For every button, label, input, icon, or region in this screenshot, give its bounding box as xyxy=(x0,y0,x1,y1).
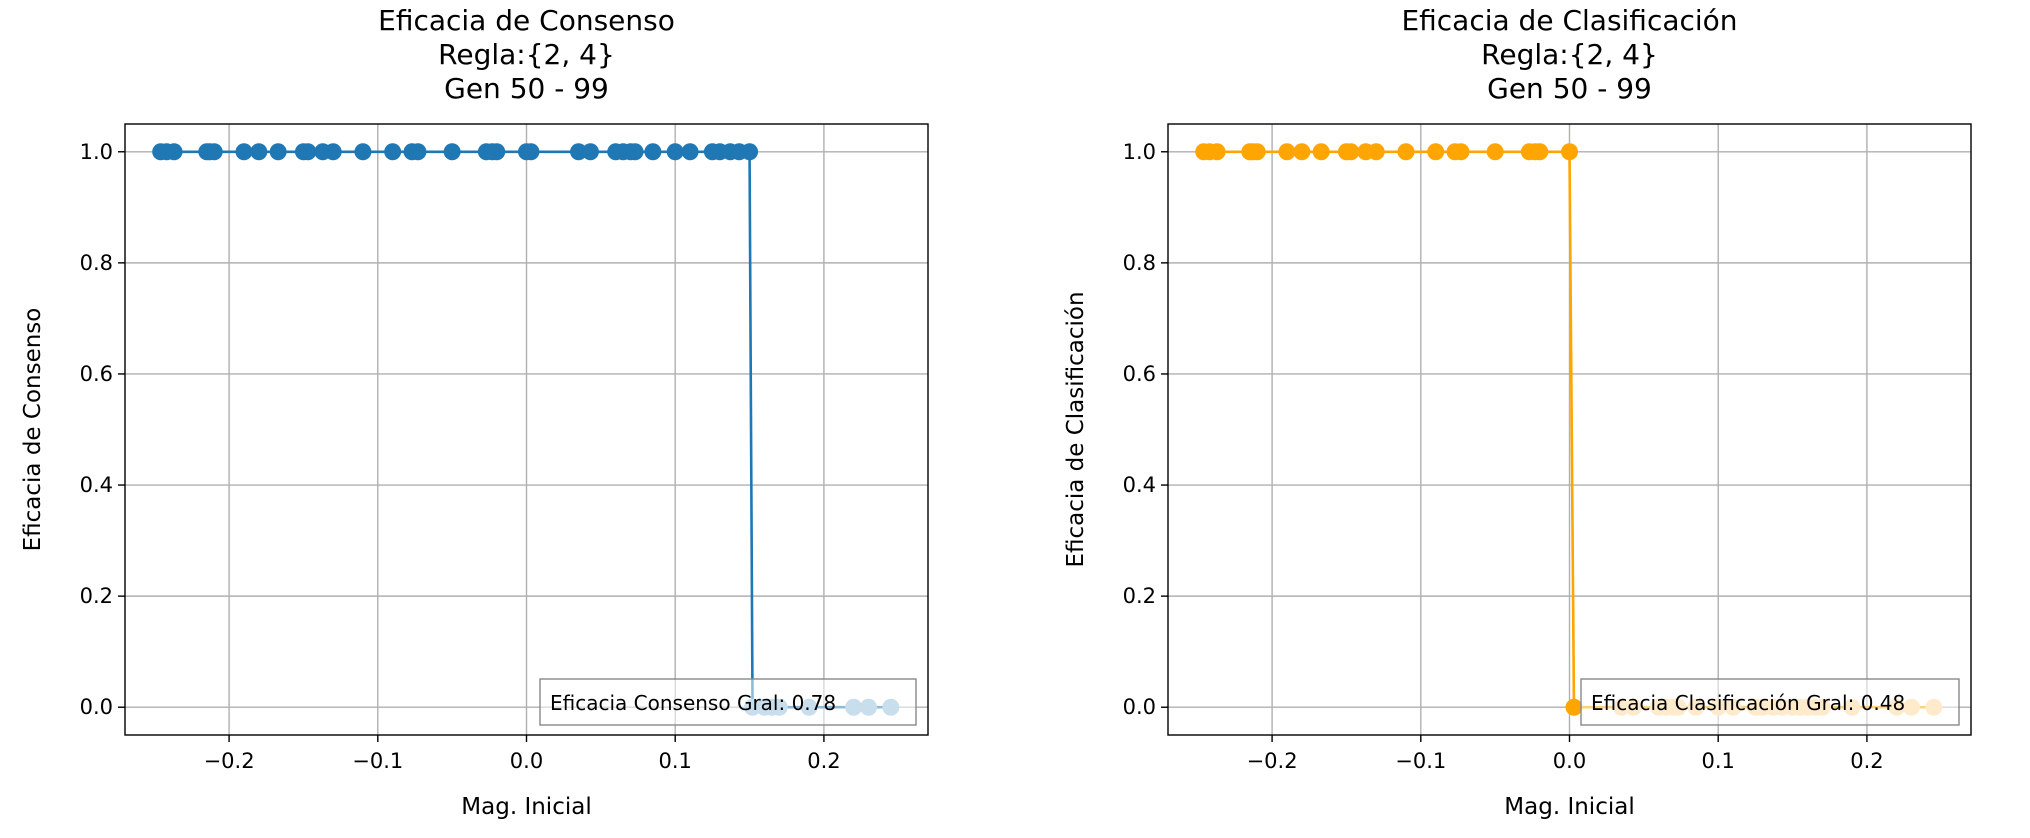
data-point xyxy=(570,143,588,161)
data-point xyxy=(1452,143,1470,161)
y-tick-label: 1.0 xyxy=(80,140,113,164)
annotation-box xyxy=(539,678,917,726)
data-point xyxy=(443,143,461,161)
data-point xyxy=(581,143,599,161)
data-point xyxy=(1293,143,1311,161)
x-tick-label: 0.2 xyxy=(1850,749,1883,773)
data-point xyxy=(409,143,427,161)
data-point xyxy=(165,143,183,161)
x-axis-label: Mag. Inicial xyxy=(461,794,591,820)
data-point xyxy=(1561,143,1578,161)
x-tick-label: 0.0 xyxy=(1553,749,1586,773)
y-tick-label: 1.0 xyxy=(1123,140,1156,164)
chart-clasificacion: −0.2 −0.1 0.0 0.1 0.2 0.0 0.2 0.4 0.6 0.8 1.0 Efica… xyxy=(1063,4,1972,820)
data-point xyxy=(205,143,223,161)
chart-title-line-2: Regla:{2, 4} xyxy=(438,38,615,71)
y-axis-label: Eficacia de Consenso xyxy=(20,308,46,552)
y-tick-label: 0.4 xyxy=(80,473,113,497)
data-point xyxy=(1367,143,1385,161)
data-point xyxy=(1312,143,1330,161)
data-point xyxy=(384,143,402,161)
chart-title-line-3: Gen 50 - 99 xyxy=(444,72,609,105)
chart-title-line-1: Eficacia de Clasificación xyxy=(1401,4,1737,37)
x-tick-label: 0.1 xyxy=(1702,749,1735,773)
x-tick-label: 0.2 xyxy=(807,749,840,773)
data-point xyxy=(1397,143,1415,161)
data-point xyxy=(1486,143,1504,161)
data-point xyxy=(354,143,372,161)
data-point xyxy=(324,143,342,161)
data-point xyxy=(644,143,662,161)
y-axis-label: Eficacia de Clasificación xyxy=(1063,291,1089,567)
data-point xyxy=(299,143,317,161)
data-point xyxy=(269,143,287,161)
data-point xyxy=(488,143,506,161)
data-point xyxy=(1427,143,1445,161)
x-axis-label: Mag. Inicial xyxy=(1504,794,1634,820)
y-tick-label: 0.4 xyxy=(1123,473,1156,497)
y-tick-label: 0.8 xyxy=(80,251,113,275)
data-point xyxy=(1342,143,1360,161)
plot-area: −0.2 −0.1 0.0 0.1 0.2 0.0 0.2 0.4 0.6 0.8 1.0 xyxy=(80,123,929,773)
data-point xyxy=(522,143,540,161)
annotation-box xyxy=(1580,678,1960,726)
y-tick-label: 0.2 xyxy=(1123,584,1156,608)
data-point xyxy=(626,143,644,161)
annotation-text: Eficacia Consenso Gral: 0.78 xyxy=(550,691,836,715)
data-point xyxy=(1278,143,1296,161)
x-tick-label: −0.1 xyxy=(1395,749,1446,773)
chart-title-line-2: Regla:{2, 4} xyxy=(1481,38,1658,71)
data-point xyxy=(1531,143,1549,161)
y-tick-label: 0.0 xyxy=(80,695,113,719)
y-tick-label: 0.0 xyxy=(1123,695,1156,719)
data-point xyxy=(1208,143,1226,161)
data-point xyxy=(250,143,268,161)
data-point xyxy=(235,143,253,161)
annotation-text: Eficacia Clasificación Gral: 0.48 xyxy=(1591,691,1905,715)
y-tick-label: 0.8 xyxy=(1123,251,1156,275)
x-tick-label: −0.2 xyxy=(1247,749,1298,773)
y-tick-label: 0.6 xyxy=(1123,362,1156,386)
data-point xyxy=(1248,143,1266,161)
chart-title-line-1: Eficacia de Consenso xyxy=(378,4,675,37)
data-point xyxy=(681,143,699,161)
data-point xyxy=(666,143,684,161)
data-point xyxy=(741,143,759,161)
x-tick-label: 0.0 xyxy=(510,749,543,773)
x-tick-label: −0.1 xyxy=(352,749,403,773)
plot-area: −0.2 −0.1 0.0 0.1 0.2 0.0 0.2 0.4 0.6 0.8 1.0 xyxy=(1123,123,1972,773)
data-point xyxy=(1565,698,1583,716)
y-tick-label: 0.2 xyxy=(80,584,113,608)
chart-title-line-3: Gen 50 - 99 xyxy=(1487,72,1652,105)
y-tick-label: 0.6 xyxy=(80,362,113,386)
chart-consenso: −0.2 −0.1 0.0 0.1 0.2 0.0 0.2 0.4 0.6 0.8 1.0 Efica… xyxy=(20,4,929,820)
x-tick-label: 0.1 xyxy=(659,749,692,773)
x-tick-label: −0.2 xyxy=(204,749,255,773)
